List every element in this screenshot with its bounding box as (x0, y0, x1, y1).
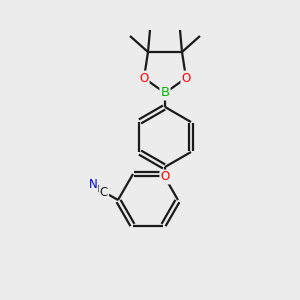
Text: C: C (100, 185, 108, 199)
Text: B: B (160, 86, 169, 100)
Text: O: O (160, 170, 169, 184)
Text: O: O (182, 71, 190, 85)
Text: O: O (140, 71, 148, 85)
Text: N: N (88, 178, 98, 191)
